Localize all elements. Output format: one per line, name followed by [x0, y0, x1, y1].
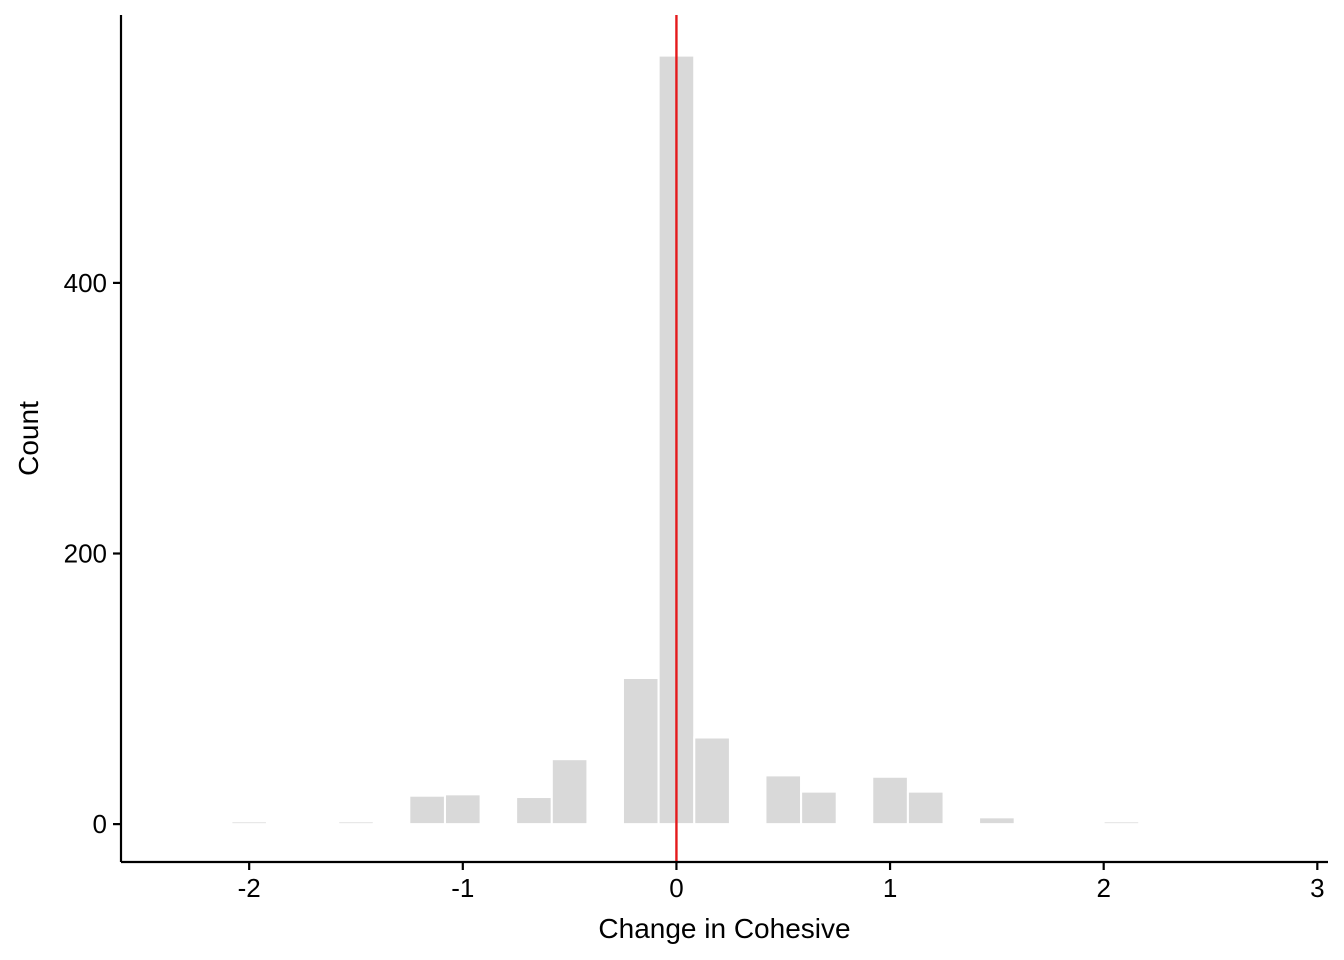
- x-axis-title: Change in Cohesive: [598, 913, 850, 944]
- x-axis-ticks: -2 -1 0 1 2 3: [238, 862, 1325, 903]
- y-axis-title: Count: [13, 401, 44, 476]
- y-tick-label: 200: [64, 539, 107, 569]
- histogram-bar-5: [515, 796, 553, 826]
- histogram-bars: [194, 54, 1141, 826]
- histogram-bar-3: [408, 794, 446, 826]
- y-tick-label: 0: [93, 809, 107, 839]
- histogram-bar-14: [978, 816, 1016, 826]
- x-tick-label: 2: [1096, 873, 1110, 903]
- histogram-bar-13: [906, 790, 945, 826]
- y-tick-label: 400: [64, 268, 107, 298]
- histogram-bar-1: [230, 820, 268, 826]
- histogram-bar-2: [337, 820, 375, 826]
- x-tick-label: -1: [451, 873, 474, 903]
- histogram-bar-6: [550, 758, 589, 826]
- histogram-bar-11: [800, 790, 838, 826]
- x-tick-label: 0: [669, 873, 683, 903]
- histogram-bar-12: [871, 775, 909, 826]
- x-tick-label: 1: [883, 873, 897, 903]
- axes: [119, 15, 1328, 864]
- y-axis-ticks: 0 200 400: [64, 268, 121, 839]
- histogram-bar-15: [1102, 820, 1141, 826]
- histogram-bar-7: [621, 676, 660, 826]
- histogram-bar-9: [693, 736, 731, 826]
- histogram-bar-0: [194, 821, 233, 826]
- x-tick-label: -2: [238, 873, 261, 903]
- histogram-bar-4: [444, 793, 482, 826]
- histogram-bar-10: [764, 774, 803, 826]
- x-tick-label: 3: [1310, 873, 1324, 903]
